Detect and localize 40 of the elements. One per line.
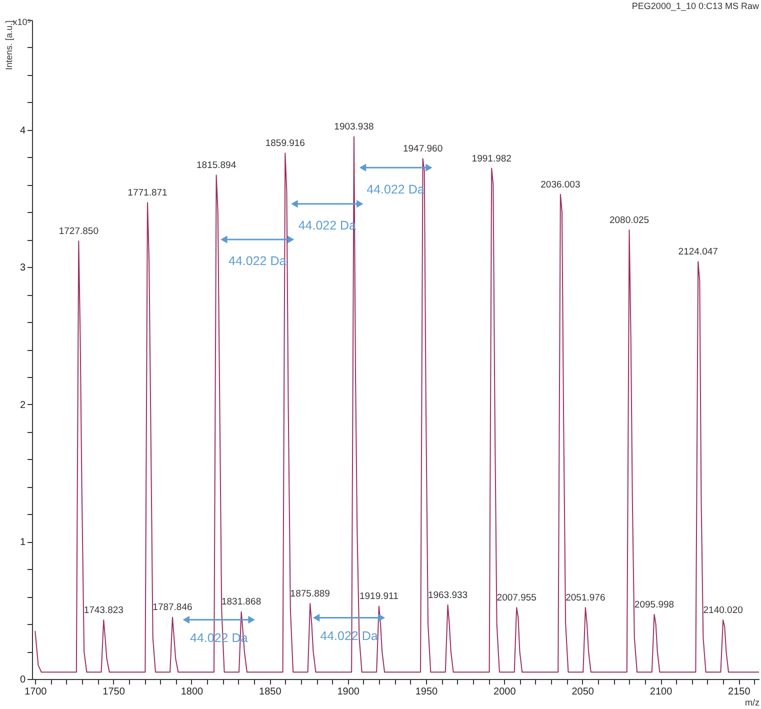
- annotation: 1787.846: [152, 602, 192, 614]
- chart-title: PEG2000_1_10 0:C13 MS Raw: [632, 1, 760, 11]
- annotation: 1947.960: [402, 144, 443, 155]
- y-tick-label: 1: [20, 537, 26, 548]
- annotation: 2124.047: [678, 246, 718, 258]
- annotation: 1727.850: [58, 226, 98, 238]
- y-tick-label: 0: [20, 674, 26, 686]
- x-tick-label: 2100: [650, 686, 673, 698]
- x-tick-label: 2150: [728, 686, 751, 698]
- x-tick-label: 1750: [102, 686, 126, 698]
- annotation: 2080.025: [609, 215, 650, 226]
- x-tick-label: 1700: [24, 686, 48, 698]
- annotation: 1815.894: [196, 160, 236, 172]
- annotation: 1771.871: [128, 188, 168, 199]
- y-axis-title: Intens. [a.u.]: [4, 20, 14, 70]
- annotation: 1991.982: [472, 153, 512, 164]
- annotation: 1963.933: [428, 590, 468, 601]
- y-tick-label: 3: [20, 262, 26, 274]
- annotation: 2095.998: [634, 599, 674, 610]
- x-tick-label: 2050: [572, 686, 594, 698]
- annotation: 1903.938: [334, 122, 374, 133]
- annotation: 1743.823: [84, 604, 124, 616]
- text: x10⁵: [12, 17, 32, 27]
- line-series: [34, 136, 759, 673]
- annotation: 1859.916: [265, 138, 305, 150]
- annotation: 1831.868: [221, 596, 262, 608]
- annotation: 1875.889: [290, 588, 330, 600]
- x-tick-label: 1800: [180, 686, 204, 698]
- x-axis-title: m/z: [745, 698, 760, 708]
- x-tick-label: 1900: [337, 686, 360, 698]
- y-tick-label: 4: [20, 125, 26, 136]
- annotation: 2007.955: [496, 592, 536, 604]
- x-tick-label: 2000: [494, 686, 516, 698]
- x-tick-label: 1850: [259, 686, 282, 698]
- annotation: 1919.911: [359, 591, 398, 602]
- x-tick-label: 1950: [415, 686, 438, 698]
- annotation: 2051.976: [566, 592, 606, 604]
- y-tick-label: 2: [20, 400, 26, 411]
- annotation: 2036.003: [540, 179, 580, 190]
- annotation: 2140.020: [703, 604, 743, 616]
